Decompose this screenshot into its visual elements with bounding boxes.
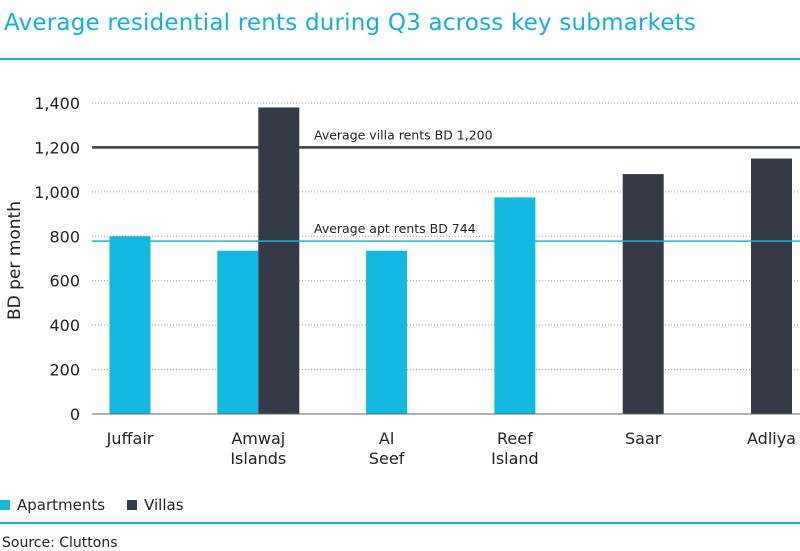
y-tick-label: 0 bbox=[70, 405, 80, 424]
x-tick-label: Island bbox=[491, 449, 539, 468]
bar-apartments-reef-island bbox=[494, 197, 536, 414]
x-tick-label: Juffair bbox=[106, 429, 154, 448]
title-rule bbox=[0, 58, 800, 60]
y-axis-label: BD per month bbox=[5, 201, 25, 320]
y-tick-label: 1,400 bbox=[34, 94, 80, 113]
legend-swatch-villas bbox=[127, 500, 138, 510]
y-tick-label: 1,000 bbox=[34, 183, 80, 202]
x-tick-label: Seef bbox=[369, 449, 405, 468]
y-tick-label: 400 bbox=[49, 316, 80, 335]
x-tick-label: Al bbox=[379, 429, 394, 448]
chart-title: Average residential rents during Q3 acro… bbox=[4, 10, 697, 36]
legend-item-apartments: Apartments bbox=[0, 496, 105, 514]
footer-rule bbox=[0, 522, 800, 524]
bar-villas-adliya bbox=[751, 158, 792, 414]
legend-item-villas: Villas bbox=[127, 496, 184, 514]
y-tick-label: 600 bbox=[49, 272, 80, 291]
legend-label-villas: Villas bbox=[144, 496, 184, 514]
bar-apartments-juffair bbox=[109, 236, 151, 414]
bar-apartments-al-seef bbox=[366, 250, 408, 414]
bar-villas-amwaj-islands bbox=[258, 107, 300, 414]
bar-villas-saar bbox=[622, 174, 664, 414]
y-tick-label: 200 bbox=[49, 361, 80, 380]
legend-swatch-apartments bbox=[0, 500, 10, 510]
y-tick-label: 800 bbox=[49, 227, 80, 246]
reference-line-label: Average villa rents BD 1,200 bbox=[314, 127, 493, 142]
x-tick-label: Saar bbox=[625, 429, 662, 448]
x-tick-label: Reef bbox=[497, 429, 533, 448]
x-tick-label: Amwaj bbox=[231, 429, 285, 448]
source-note: Source: Cluttons bbox=[2, 535, 118, 551]
reference-line-label: Average apt rents BD 744 bbox=[314, 221, 476, 236]
legend: Apartments Villas bbox=[0, 496, 206, 514]
x-tick-label: Adliya bbox=[747, 429, 796, 448]
x-tick-label: Islands bbox=[230, 449, 286, 468]
legend-label-apartments: Apartments bbox=[17, 496, 106, 514]
bar-apartments-amwaj-islands bbox=[217, 250, 259, 414]
y-tick-label: 1,200 bbox=[34, 138, 80, 157]
